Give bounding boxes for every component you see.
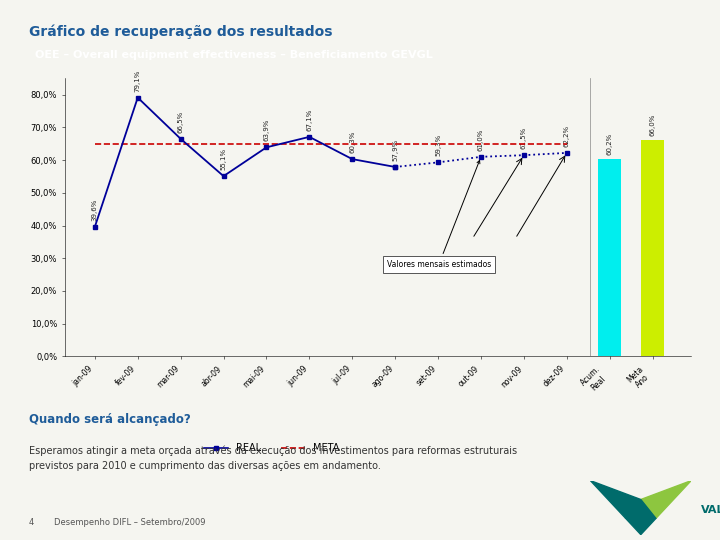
Text: Quando será alcançado?: Quando será alcançado? [29, 413, 191, 426]
Text: VALE: VALE [701, 505, 720, 515]
Text: 55,1%: 55,1% [220, 148, 227, 170]
Text: Valores mensais estimados: Valores mensais estimados [387, 160, 491, 269]
Text: 59,3%: 59,3% [435, 134, 441, 157]
Text: 60,3%: 60,3% [349, 131, 355, 153]
Text: Desempenho DIFL – Setembro/2009: Desempenho DIFL – Setembro/2009 [54, 518, 205, 527]
Text: 67,1%: 67,1% [306, 109, 312, 131]
Text: 39,6%: 39,6% [92, 199, 98, 221]
Text: 61,0%: 61,0% [478, 129, 484, 151]
Text: 62,2%: 62,2% [564, 125, 570, 147]
Text: 61,5%: 61,5% [521, 127, 527, 149]
Text: 57,9%: 57,9% [392, 139, 398, 161]
Legend: REAL, META: REAL, META [200, 440, 343, 457]
Text: 63,9%: 63,9% [264, 119, 269, 141]
Bar [598, 159, 621, 356]
Text: Esperamos atingir a meta orçada através da execução dos investimentos para refor: Esperamos atingir a meta orçada através … [29, 446, 517, 471]
Text: 79,1%: 79,1% [135, 69, 140, 92]
Text: 60,2%: 60,2% [607, 132, 613, 154]
Polygon shape [641, 481, 691, 518]
Text: Gráfico de recuperação dos resultados: Gráfico de recuperação dos resultados [29, 24, 333, 39]
Text: 66,5%: 66,5% [178, 111, 184, 133]
Text: 4: 4 [29, 518, 34, 527]
Text: 66,0%: 66,0% [649, 113, 656, 136]
Polygon shape [626, 500, 656, 535]
Text: OEE – Overall equipment effectiveness – Beneficiamento GEVGL: OEE – Overall equipment effectiveness – … [35, 50, 433, 59]
Bar [641, 140, 665, 356]
Polygon shape [590, 481, 641, 518]
